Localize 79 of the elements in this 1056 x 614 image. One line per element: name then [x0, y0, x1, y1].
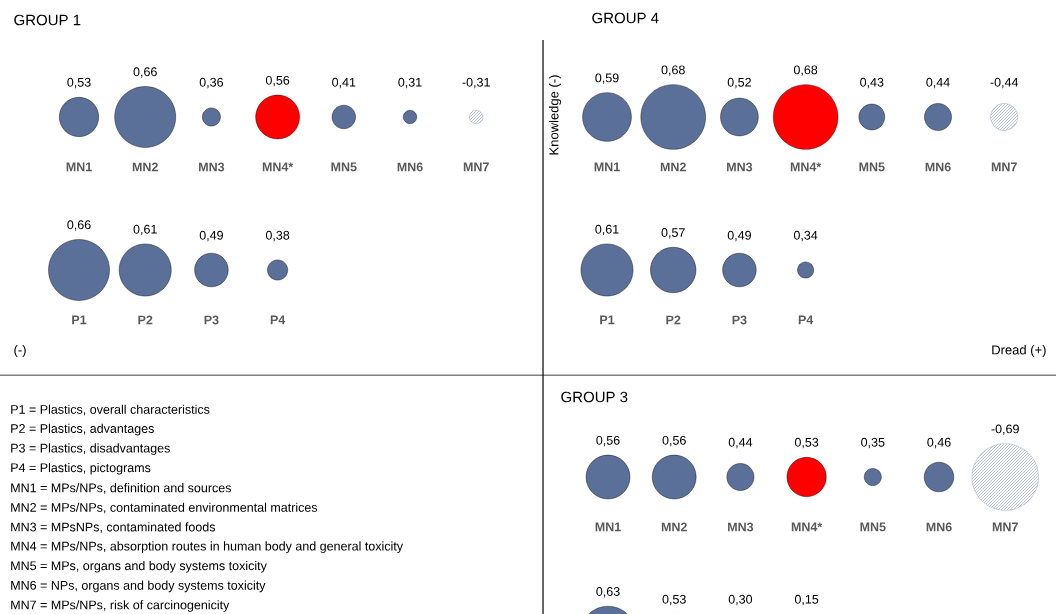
text: MN1 = MPs/NPs, definition and sources [11, 483, 232, 494]
data-label: 0,49 [727, 230, 751, 242]
category-label: MN4* [262, 162, 294, 172]
category-label: MN7 [991, 162, 1017, 172]
category-label: MN1 [594, 162, 620, 172]
data-label: 0,61 [133, 224, 157, 236]
data-label: 0,59 [595, 73, 619, 84]
category-label: MN2 [661, 522, 687, 532]
category-label: MN4* [791, 522, 823, 532]
text: GROUP 1 [14, 14, 81, 26]
data-label: 0,31 [398, 77, 422, 89]
category-label: MN7 [992, 522, 1018, 532]
data-label: 0,61 [595, 224, 619, 236]
category-label: P4 [270, 315, 286, 325]
text: P2 = Plastics, advantages [11, 423, 154, 436]
text: MN6 = NPs, organs and body systems toxicity [11, 580, 266, 593]
text: P4 = Plastics, pictograms [11, 462, 151, 475]
data-label: 0,46 [927, 437, 951, 449]
text: P1 = Plastics, overall characteristics [11, 404, 210, 416]
text: MN7 = MPs/NPs, risk of carcinogenicity [11, 600, 230, 612]
category-label: MN3 [727, 162, 753, 172]
category-label: MN6 [397, 162, 423, 172]
category-label: MN6 [925, 162, 951, 172]
category-label: MN4* [790, 162, 822, 172]
data-label: 0,43 [860, 77, 884, 89]
category-label: MN2 [132, 162, 158, 172]
data-label: 0,15 [794, 594, 819, 606]
data-label: 0,68 [793, 65, 818, 76]
data-label: 0,30 [728, 594, 753, 606]
text: Dread (+) [992, 344, 1046, 358]
category-label: MN7 [463, 162, 489, 172]
category-label: P3 [204, 315, 219, 325]
data-label: 0,38 [265, 230, 290, 242]
data-label: 0,63 [596, 587, 620, 598]
data-label: 0,66 [67, 220, 91, 231]
data-label: 0,53 [662, 594, 686, 606]
text: MN2 = MPs/NPs, contaminated environmental matrices [11, 502, 318, 514]
data-label: 0,56 [265, 75, 290, 87]
data-label: 0,41 [332, 77, 356, 89]
category-label: P1 [72, 315, 87, 325]
category-label: P2 [138, 315, 153, 325]
data-label: -0,69 [991, 424, 1019, 435]
data-label: 0,68 [661, 65, 685, 76]
data-label: 0,34 [793, 230, 818, 242]
text: GROUP 3 [561, 391, 628, 403]
data-label: -0,44 [990, 77, 1019, 89]
data-label: 0,36 [199, 77, 224, 89]
data-label: 0,44 [728, 437, 753, 449]
data-label: 0,56 [596, 435, 620, 447]
category-label: MN5 [331, 162, 357, 172]
category-label: MN5 [860, 522, 886, 532]
category-label: MN3 [728, 522, 754, 532]
category-label: MN1 [66, 162, 92, 172]
category-label: P4 [798, 315, 814, 325]
text: P3 = Plastics, disadvantages [11, 443, 170, 456]
text: GROUP 4 [592, 12, 659, 24]
data-label: 0,56 [662, 435, 686, 447]
category-label: MN3 [199, 162, 225, 172]
data-label: 0,57 [661, 228, 685, 239]
data-label: 0,53 [67, 77, 91, 89]
text: MN4 = MPs/NPs, absorption routes in human body and general toxicity [11, 541, 404, 554]
category-label: P1 [600, 315, 615, 325]
category-label: MN2 [660, 162, 686, 172]
data-label: 0,52 [727, 77, 751, 89]
category-label: MN5 [859, 162, 885, 172]
category-label: P2 [666, 315, 681, 325]
data-label: 0,53 [794, 437, 819, 449]
text: (-) [14, 344, 26, 358]
category-label: P3 [732, 315, 747, 325]
data-label: 0,49 [199, 230, 223, 242]
category-label: MN6 [926, 522, 952, 532]
text: MN3 = MPsNPs, contaminated foods [11, 522, 216, 533]
category-label: MN1 [595, 522, 621, 532]
text: MN5 = MPs, organs and body systems toxicity [11, 560, 267, 573]
text: Knowledge (-) [548, 75, 562, 155]
data-label: 0,66 [133, 67, 157, 78]
data-label: 0,35 [861, 437, 885, 449]
data-label: -0,31 [462, 77, 490, 89]
data-label: 0,44 [926, 77, 950, 89]
